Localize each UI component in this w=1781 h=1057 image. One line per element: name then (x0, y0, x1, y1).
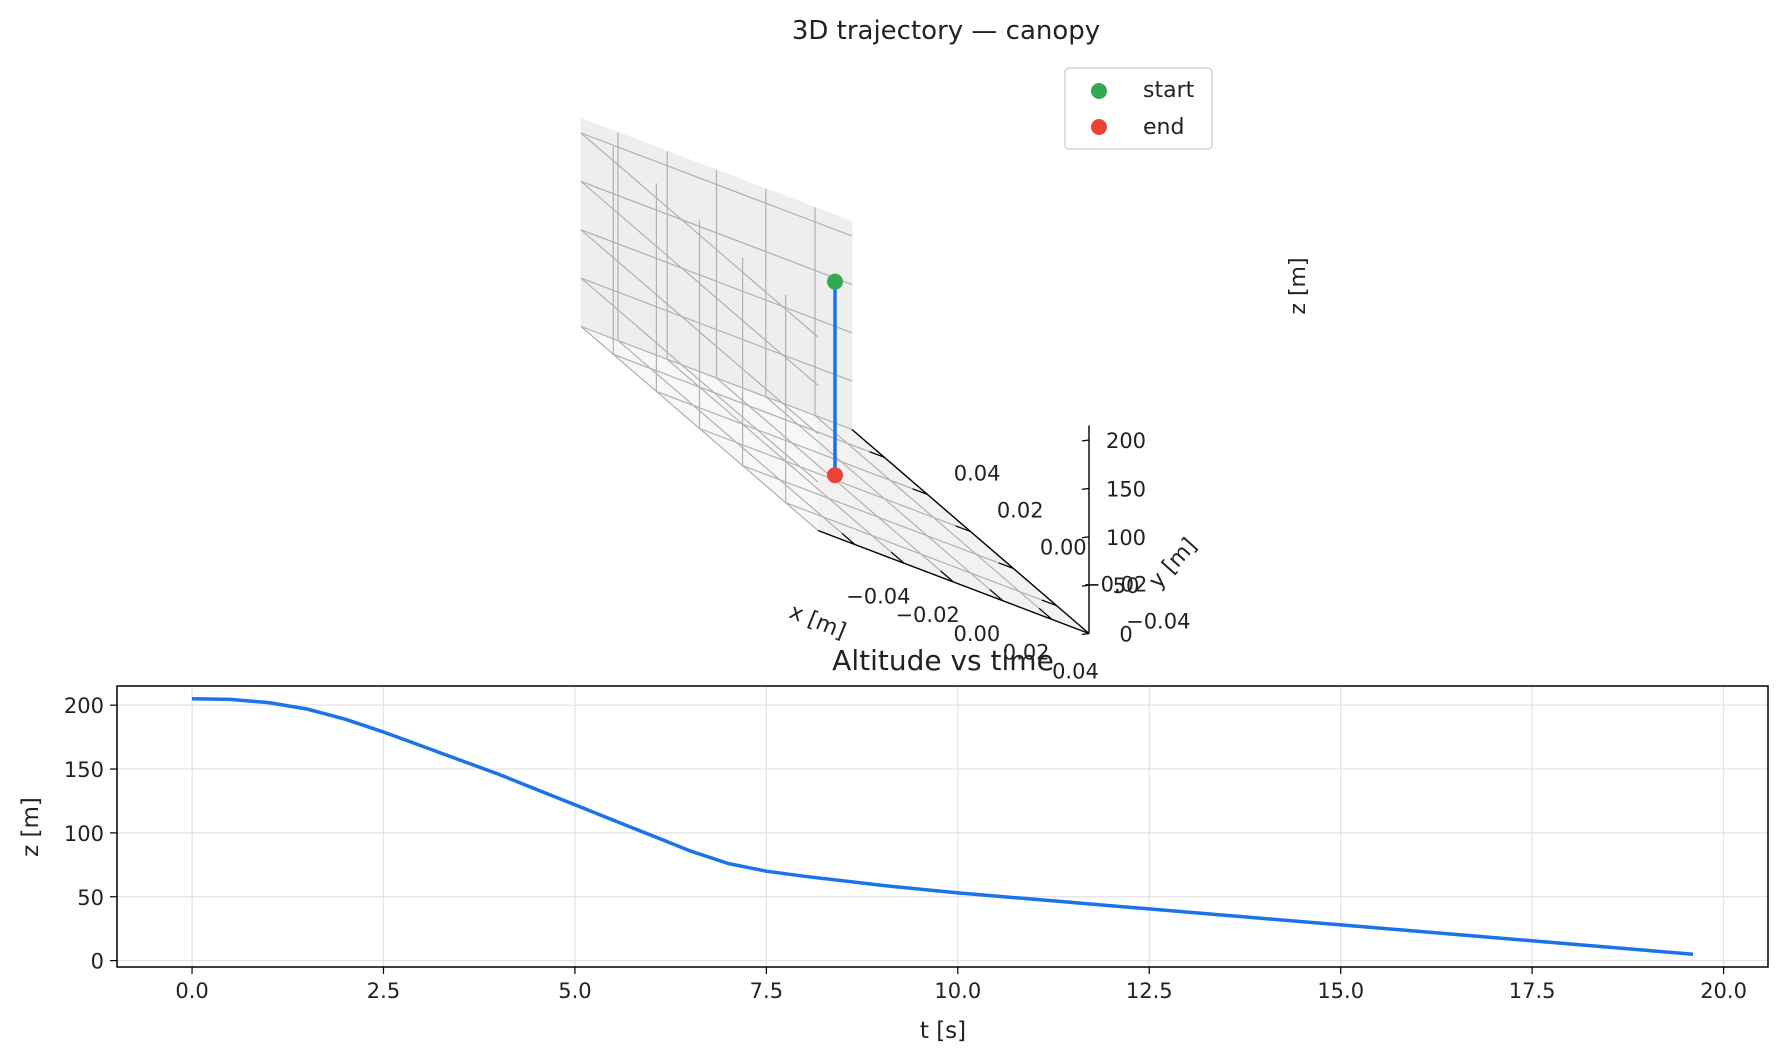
z-tick (1081, 439, 1090, 442)
y-tick (955, 525, 971, 533)
y-tick-label: 50 (77, 886, 104, 910)
2d-plot-frame (116, 685, 1769, 968)
2d-ticks: 0.0 2.5 5.0 7.5 10.0 12.5 15.0 17.5 20.0 0 50 100 15… (64, 694, 1747, 1003)
y-tick (912, 488, 928, 495)
altitude-line (191, 697, 1694, 956)
x-tick-label: 10.0 (934, 979, 981, 1003)
y-tick-label: 200 (64, 694, 104, 718)
2d-chart-title: Altitude vs time (832, 644, 1054, 677)
z-tick-label: 100 (1106, 526, 1146, 550)
z-tick (1081, 584, 1090, 587)
legend-label-start: start (1143, 78, 1195, 103)
3d-grid (580, 132, 1057, 620)
z-gridline (580, 325, 853, 531)
x-tick-label: −0.02 (895, 603, 959, 627)
z-gridline (580, 229, 853, 435)
legend-label-end: end (1143, 115, 1184, 140)
x-tick (890, 551, 905, 564)
3d-chart-title: 3D trajectory — canopy (792, 16, 1100, 46)
z-tick-label: 150 (1106, 477, 1146, 501)
y-tick (998, 562, 1014, 570)
x-tick-label: −0.04 (846, 584, 910, 608)
x-tick-label: 17.5 (1509, 979, 1556, 1003)
legend-marker-end (1091, 119, 1107, 135)
y-tick-label: 150 (64, 758, 104, 782)
2d-grid (117, 686, 1768, 967)
y-tick (1041, 599, 1057, 607)
legend: start end (1064, 67, 1213, 150)
z-tick (1081, 536, 1090, 539)
y-tick-label: 100 (64, 822, 104, 846)
y-tick-label: 0.00 (1040, 535, 1087, 559)
x-tick-label: 2.5 (367, 979, 400, 1003)
3d-ticks: −0.04−0.020.000.020.04−0.04−0.020.000.02… (841, 429, 1190, 683)
x-tick (989, 589, 1004, 602)
x-tick-label: 0.04 (1052, 659, 1099, 683)
y-tick (869, 451, 885, 458)
z-tick (1081, 487, 1090, 490)
z-gridline (580, 132, 853, 338)
y-tick-label: 0 (91, 950, 104, 974)
z-tick (1081, 632, 1090, 636)
y-tick-label: −0.04 (1126, 610, 1190, 634)
x-tick-label: 7.5 (750, 979, 783, 1003)
x-tick-label: 15.0 (1317, 979, 1364, 1003)
2d-x-axis-label: t [s] (920, 1018, 966, 1044)
y-tick-label: 0.04 (954, 461, 1001, 485)
z-gridline (580, 277, 853, 483)
x-tick-label: 12.5 (1126, 979, 1173, 1003)
x-tick-label: 0.02 (1003, 641, 1050, 665)
3d-trajectory-series (827, 273, 843, 484)
x-tick-label: 0.0 (175, 979, 208, 1003)
x-tick-label: 20.0 (1700, 979, 1747, 1003)
3d-y-axis-label: y [m] (1144, 534, 1202, 594)
z-tick-label: 50 (1113, 574, 1140, 598)
altitude-vs-time-axes: Altitude vs time 0.0 2.5 5.0 7.5 10.0 12.5 15.… (18, 644, 1769, 1044)
3d-trajectory-axes: 3D trajectory — canopy −0.04−0.020.000.0… (580, 16, 1311, 683)
x-tick (841, 532, 856, 546)
y-tick-label: 0.02 (997, 498, 1044, 522)
x-tick (1038, 607, 1053, 620)
x-tick-label: 5.0 (558, 979, 591, 1003)
x-tick-label: 0.00 (954, 622, 1001, 646)
start-marker (827, 273, 843, 290)
2d-y-axis-label: z [m] (18, 797, 44, 857)
altitude-series (191, 697, 1694, 956)
z-gridline (580, 180, 853, 386)
3d-z-axis-label: z [m] (1286, 257, 1311, 314)
3d-x-axis-label: x [m] (786, 599, 850, 644)
x-tick (940, 570, 954, 583)
y-tick-label: −0.02 (1083, 573, 1147, 597)
z-tick-label: 0 (1119, 623, 1132, 647)
z-tick-label: 200 (1106, 429, 1146, 453)
end-marker (827, 467, 843, 484)
legend-marker-start (1091, 83, 1107, 99)
